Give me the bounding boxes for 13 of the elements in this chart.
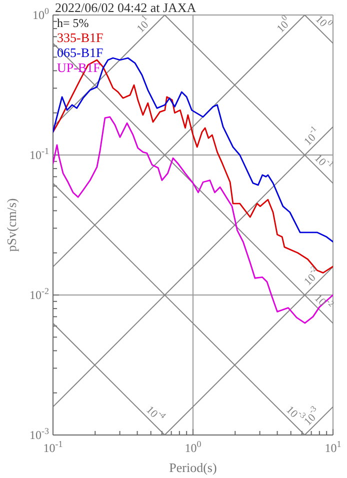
x-axis-title: Period(s) [169, 460, 217, 475]
x-tick-label: 10$^{0}$ [184, 439, 202, 455]
series-label: 065-B1F [57, 45, 104, 60]
x-tick-label: 10$^{1}$ [324, 439, 342, 455]
chart-title: 2022/06/02 04:42 at JAXA [55, 0, 197, 15]
y-tick-label: 10$^{-3}$ [30, 426, 50, 442]
y-tick-label: 10$^{-2}$ [30, 286, 49, 302]
x-tick-label: 10$^{-1}$ [43, 439, 63, 455]
y-axis-title: pSv(cm/s) [4, 198, 19, 252]
y-tick-label: 10$^{-1}$ [30, 146, 49, 162]
y-tick-label: 10$^{0}$ [32, 6, 50, 22]
annotation: h= 5% [57, 16, 89, 30]
series-label: 335-B1F [57, 30, 104, 45]
